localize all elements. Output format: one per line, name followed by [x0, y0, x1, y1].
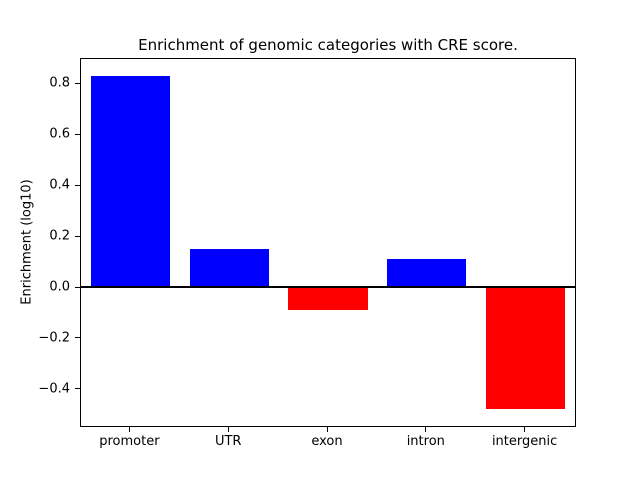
- x-tick-mark: [524, 427, 526, 432]
- y-tick-mark: [75, 337, 80, 339]
- chart-title: Enrichment of genomic categories with CR…: [138, 36, 518, 54]
- x-tick-mark: [227, 427, 229, 432]
- y-tick-mark: [75, 82, 80, 84]
- y-tick-label: 0.4: [49, 177, 70, 193]
- y-tick-mark: [75, 286, 80, 288]
- x-tick-mark: [128, 427, 130, 432]
- y-tick-mark: [75, 235, 80, 237]
- x-tick-label: intron: [406, 434, 445, 449]
- y-tick-mark: [75, 388, 80, 390]
- x-tick-mark: [326, 427, 328, 432]
- y-tick-label: −0.4: [38, 381, 70, 397]
- y-tick-mark: [75, 133, 80, 135]
- y-tick-label: 0.2: [49, 228, 70, 244]
- x-tick-label: promoter: [99, 434, 160, 449]
- bar-intergenic: [486, 287, 566, 410]
- plot-area: [80, 58, 576, 427]
- x-tick-mark: [425, 427, 427, 432]
- bar-UTR: [189, 248, 269, 288]
- y-tick-label: 0.8: [49, 75, 70, 91]
- x-tick-label: intergenic: [491, 434, 558, 449]
- zero-line: [81, 286, 575, 289]
- y-tick-label: 0.6: [49, 126, 70, 142]
- bar-promoter: [90, 75, 170, 288]
- y-tick-label: 0.0: [49, 279, 70, 295]
- y-tick-mark: [75, 184, 80, 186]
- x-tick-label: exon: [311, 434, 343, 449]
- bar-exon: [288, 287, 368, 310]
- bar-intron: [387, 259, 467, 288]
- x-tick-label: UTR: [214, 434, 242, 449]
- y-tick-label: −0.2: [38, 330, 70, 346]
